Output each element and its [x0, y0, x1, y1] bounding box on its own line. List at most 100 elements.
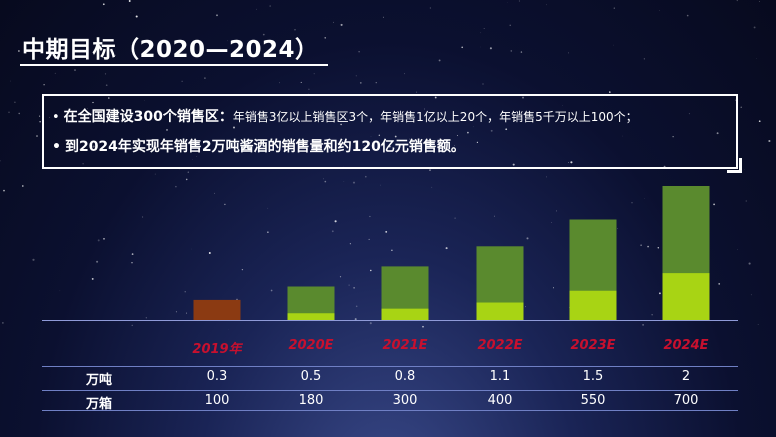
- star: [713, 203, 716, 206]
- star: [279, 82, 281, 84]
- star: [568, 52, 570, 54]
- star: [313, 73, 315, 75]
- star: [294, 29, 296, 31]
- star: [236, 298, 238, 301]
- star: [32, 258, 35, 261]
- star: [103, 238, 105, 240]
- star: [187, 171, 190, 173]
- star: [14, 101, 16, 103]
- star: [224, 203, 226, 206]
- table-bottom-line: [42, 410, 738, 411]
- star: [300, 81, 302, 83]
- star: [340, 123, 342, 126]
- table-cell: 550: [580, 393, 606, 408]
- star: [388, 145, 391, 148]
- star: [131, 261, 133, 264]
- star: [214, 192, 215, 194]
- row-label-cases: 万箱: [86, 397, 113, 412]
- star: [567, 161, 569, 163]
- table-cell: 2: [681, 369, 691, 384]
- star: [359, 82, 362, 84]
- star: [59, 290, 61, 292]
- star: [105, 84, 108, 87]
- star: [422, 325, 424, 328]
- star: [3, 189, 5, 192]
- goal-bullet-2: • 到2024年实现年销售2万吨酱酒的销售量和约120亿元销售额。: [52, 136, 465, 156]
- star: [324, 180, 327, 183]
- star: [391, 249, 393, 252]
- star: [131, 324, 133, 326]
- star: [409, 138, 411, 140]
- bar-segment-2022E: [476, 302, 524, 320]
- star: [718, 283, 721, 285]
- x-tick-label: 2020E: [288, 338, 334, 353]
- star: [186, 312, 188, 314]
- star: [355, 305, 358, 308]
- star: [737, 249, 738, 250]
- star: [270, 289, 273, 292]
- table-cell: 180: [298, 393, 324, 408]
- star: [716, 132, 719, 135]
- star: [510, 50, 513, 52]
- star: [74, 69, 76, 72]
- star: [269, 5, 271, 7]
- star: [520, 51, 523, 53]
- table-cell: 400: [487, 393, 513, 408]
- bullet-dot: •: [52, 110, 60, 125]
- page-title: 中期目标（2020—2024）: [22, 37, 319, 63]
- star: [226, 40, 228, 42]
- star: [54, 53, 55, 54]
- star: [92, 101, 94, 104]
- star: [39, 115, 41, 117]
- star: [370, 269, 372, 272]
- star: [145, 317, 147, 319]
- star: [349, 243, 351, 245]
- star: [546, 176, 547, 178]
- star: [758, 120, 761, 123]
- star: [647, 245, 649, 248]
- star: [555, 210, 557, 212]
- star: [54, 72, 56, 74]
- star: [184, 291, 186, 293]
- star: [416, 91, 418, 93]
- star: [339, 276, 342, 278]
- star: [657, 247, 660, 249]
- star: [87, 108, 88, 109]
- star: [424, 108, 425, 110]
- star: [172, 115, 174, 116]
- star: [476, 141, 479, 144]
- star: [552, 287, 555, 289]
- star: [489, 47, 492, 50]
- table-cell: 0.8: [394, 369, 416, 384]
- star: [114, 54, 116, 56]
- star: [196, 156, 198, 157]
- star: [456, 135, 458, 137]
- star: [380, 184, 381, 186]
- star: [308, 88, 310, 91]
- star: [185, 178, 188, 181]
- star: [272, 115, 274, 116]
- star: [21, 185, 24, 187]
- star: [613, 44, 614, 46]
- star: [622, 135, 624, 137]
- star: [96, 260, 99, 263]
- table-cell: 1.5: [582, 369, 604, 384]
- star: [262, 33, 265, 36]
- star: [334, 220, 337, 223]
- star: [39, 121, 41, 123]
- star: [36, 135, 38, 137]
- bar-segment-2023E: [569, 290, 617, 320]
- bar-segment-2020E: [287, 313, 335, 320]
- star: [175, 185, 177, 188]
- goals-box: • 在全国建设300个销售区：年销售3亿以上销售区3个，年销售1亿以上20个，年销…: [42, 94, 742, 173]
- table-cell: 0.5: [300, 369, 322, 384]
- star: [461, 46, 464, 49]
- star: [131, 253, 134, 255]
- star: [267, 231, 269, 233]
- bar-2019年: [193, 299, 241, 320]
- star: [382, 16, 384, 18]
- star: [509, 24, 511, 26]
- x-tick-label: 2019年: [192, 342, 242, 357]
- star: [570, 161, 573, 164]
- star: [759, 1, 760, 2]
